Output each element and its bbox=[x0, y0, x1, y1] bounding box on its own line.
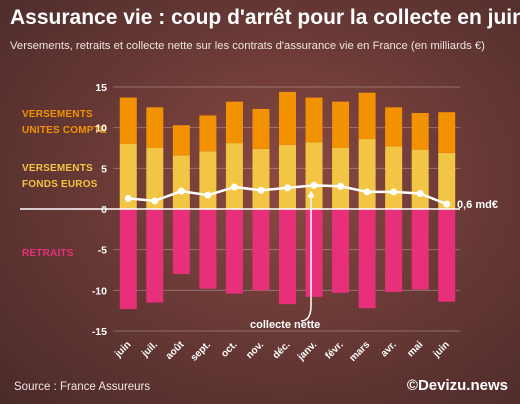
bar-retraits bbox=[172, 209, 190, 275]
bar-fonds-euros bbox=[332, 148, 350, 209]
bar-unites-compte bbox=[279, 91, 296, 145]
x-tick-label: avr. bbox=[379, 339, 399, 359]
y-tick-labels: -15 -10 -5 0 5 10 15 bbox=[92, 82, 107, 338]
y-tick-label: 15 bbox=[95, 82, 107, 94]
collecte-nette-point bbox=[151, 197, 159, 205]
bar-fonds-euros bbox=[172, 155, 190, 209]
chart-title: Assurance vie : coup d'arrêt pour la col… bbox=[10, 6, 520, 29]
bar-retraits bbox=[385, 209, 403, 292]
collecte-arrow bbox=[300, 193, 312, 322]
brand-logo: ©Devizu.news bbox=[406, 377, 508, 394]
bar-fonds-euros bbox=[411, 149, 429, 209]
y-tick-label: 10 bbox=[95, 123, 107, 135]
x-tick-label: juil. bbox=[139, 339, 160, 360]
collecte-nette-point bbox=[204, 191, 212, 199]
bar-retraits bbox=[358, 209, 376, 309]
collecte-nette-point bbox=[284, 184, 291, 192]
chart-subtitle: Versements, retraits et collecte nette s… bbox=[10, 40, 485, 52]
bar-fonds-euros bbox=[199, 151, 217, 209]
collecte-nette-point bbox=[390, 188, 398, 196]
y-tick-label: 0 bbox=[101, 204, 107, 216]
legend-retraits: RETRAITS bbox=[22, 248, 74, 259]
y-tick-label: -5 bbox=[98, 245, 107, 257]
collecte-nette-point bbox=[177, 187, 185, 195]
bar-unites-compte bbox=[252, 108, 270, 149]
collecte-nette-point bbox=[310, 181, 318, 189]
bar-retraits bbox=[332, 209, 350, 293]
collecte-nette-point bbox=[124, 194, 132, 202]
bar-retraits bbox=[305, 209, 323, 297]
bar-fonds-euros bbox=[252, 148, 270, 209]
collecte-nette-point bbox=[363, 188, 371, 196]
last-value-label: 0,6 md€ bbox=[457, 199, 498, 211]
collecte-nette-point bbox=[230, 183, 238, 191]
collecte-nette-point bbox=[443, 200, 451, 208]
bar-unites-compte bbox=[411, 113, 429, 150]
x-tick-label: juin bbox=[431, 339, 452, 360]
bar-fonds-euros bbox=[358, 139, 376, 209]
collecte-nette-point bbox=[416, 190, 424, 198]
legend-fonds-euros: VERSEMENTS FONDS EUROS bbox=[22, 161, 98, 193]
bar-unites-compte bbox=[225, 101, 243, 144]
x-tick-label: janv. bbox=[295, 339, 319, 363]
bar-unites-compte bbox=[146, 107, 164, 148]
x-tick-label: févr. bbox=[323, 339, 345, 361]
bar-retraits bbox=[225, 209, 243, 294]
x-tick-label: déc. bbox=[271, 339, 293, 361]
bar-retraits bbox=[199, 209, 217, 289]
x-tick-label: juin bbox=[112, 339, 133, 360]
bar-fonds-euros bbox=[225, 143, 243, 209]
bar-fonds-euros bbox=[279, 144, 296, 209]
legend-unites-compte: VERSEMENTS UNITES COMPTE bbox=[22, 107, 107, 139]
bar-unites-compte bbox=[358, 92, 376, 140]
annotations-layer: collecte nette 0,6 md€ bbox=[250, 190, 498, 331]
source-note: Source : France Assureurs bbox=[14, 381, 151, 393]
bar-fonds-euros bbox=[305, 142, 323, 209]
y-tick-label: -15 bbox=[92, 326, 107, 338]
x-tick-label: oct. bbox=[219, 339, 240, 360]
x-tick-label: nov. bbox=[244, 339, 266, 361]
bar-unites-compte bbox=[332, 101, 350, 148]
collecte-nette-point bbox=[337, 182, 345, 190]
collecte-nette-label: collecte nette bbox=[250, 319, 320, 331]
legend-unites-compte-line2: UNITES COMPTE bbox=[22, 125, 107, 136]
x-tick-label: mars bbox=[348, 339, 373, 364]
bar-fonds-euros bbox=[146, 148, 164, 209]
collecte-nette-series bbox=[124, 181, 451, 208]
bar-unites-compte bbox=[305, 97, 323, 143]
bar-retraits bbox=[438, 209, 456, 302]
bar-retraits bbox=[146, 209, 164, 303]
bar-fonds-euros bbox=[438, 152, 456, 209]
bar-unites-compte bbox=[172, 125, 190, 156]
x-tick-label: août bbox=[164, 339, 187, 362]
collecte-arrow-head bbox=[307, 190, 315, 198]
legend-unites-compte-line1: VERSEMENTS bbox=[22, 109, 93, 120]
y-tick-label: 5 bbox=[101, 163, 107, 175]
bar-unites-compte bbox=[438, 112, 456, 153]
bar-unites-compte bbox=[199, 115, 217, 152]
y-tick-label: -10 bbox=[92, 285, 107, 297]
bar-unites-compte bbox=[385, 107, 403, 147]
legend-fonds-euros-line2: FONDS EUROS bbox=[22, 179, 98, 190]
bar-fonds-euros bbox=[385, 146, 403, 209]
bar-unites-compte bbox=[119, 97, 137, 144]
collecte-nette-point bbox=[257, 186, 265, 194]
bar-retraits bbox=[279, 209, 296, 305]
bar-retraits bbox=[119, 209, 137, 310]
bar-retraits bbox=[411, 209, 429, 290]
bar-retraits bbox=[252, 209, 270, 291]
x-tick-labels: juin juil. août sept. oct. nov. déc. janv. févr.… bbox=[112, 339, 452, 364]
x-tick-label: mai bbox=[405, 339, 425, 359]
bar-fonds-euros bbox=[119, 143, 137, 209]
bars-layer bbox=[119, 91, 456, 310]
legend-fonds-euros-line1: VERSEMENTS bbox=[22, 163, 93, 174]
x-tick-label: sept. bbox=[189, 339, 213, 363]
